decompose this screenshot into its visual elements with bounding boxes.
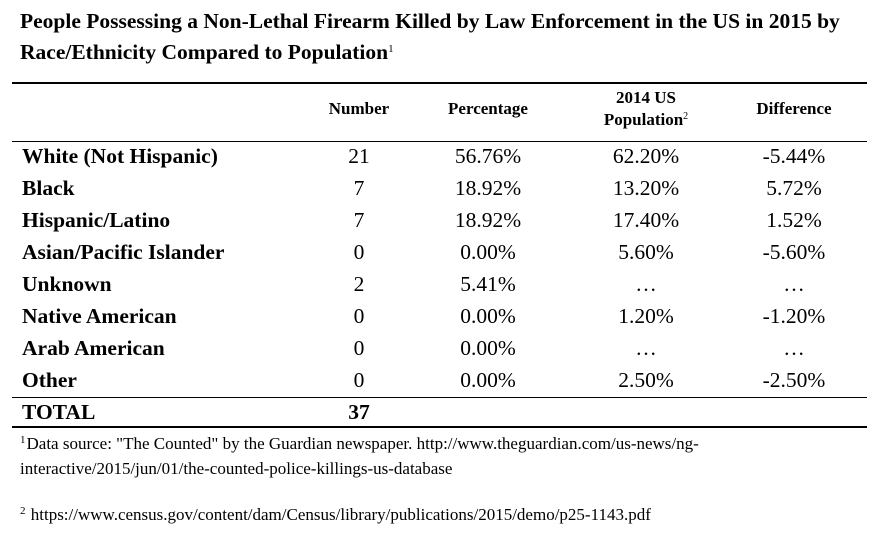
row-label: Hispanic/Latino	[22, 208, 171, 232]
row-percentage: 0.00%	[460, 336, 516, 360]
row-label: Unknown	[22, 272, 112, 296]
title-text: People Possessing a Non-Lethal Firearm K…	[20, 9, 840, 64]
row-difference: 1.52%	[766, 208, 822, 232]
table-row: Arab American 0 0.00% … …	[0, 332, 888, 364]
header-population-line2-wrap: Population2	[571, 109, 721, 131]
row-label: White (Not Hispanic)	[22, 144, 218, 168]
row-label: Native American	[22, 304, 177, 328]
row-percentage: 0.00%	[460, 240, 516, 264]
table-row: Hispanic/Latino 7 18.92% 17.40% 1.52%	[0, 204, 888, 236]
row-number: 0	[353, 304, 365, 328]
footnote-data-source: 1Data source: "The Counted" by the Guard…	[20, 431, 865, 481]
header-population-line1: 2014 US	[616, 88, 676, 107]
header-population: 2014 US Population2	[571, 87, 721, 131]
row-percentage: 56.76%	[454, 144, 522, 168]
row-population: 17.40%	[612, 208, 680, 232]
row-label: Asian/Pacific Islander	[22, 240, 225, 264]
row-difference: -2.50%	[762, 368, 826, 392]
table-title: People Possessing a Non-Lethal Firearm K…	[20, 6, 875, 68]
row-population: 62.20%	[612, 144, 680, 168]
title-footnote-marker: 1	[388, 43, 394, 55]
header-population-line2: Population	[603, 110, 684, 129]
row-label: Arab American	[22, 336, 165, 360]
row-number: 0	[353, 240, 365, 264]
table-row: Unknown 2 5.41% … …	[0, 268, 888, 300]
row-number: 0	[353, 368, 365, 392]
total-row: TOTAL 37	[0, 396, 888, 428]
total-number: 37	[348, 400, 370, 424]
row-population: 5.60%	[618, 240, 674, 264]
row-difference: 5.72%	[766, 176, 822, 200]
row-difference: -5.60%	[762, 240, 826, 264]
row-difference: -5.44%	[762, 144, 826, 168]
row-population: …	[635, 336, 657, 360]
total-rule	[12, 397, 867, 398]
header-percentage: Percentage	[448, 99, 528, 118]
row-population: 13.20%	[612, 176, 680, 200]
footnote-census-source: 2 https://www.census.gov/content/dam/Cen…	[20, 502, 865, 527]
footnote-marker: 1	[20, 434, 26, 446]
footnote-marker: 2	[20, 505, 26, 517]
table-row: Other 0 0.00% 2.50% -2.50%	[0, 364, 888, 396]
row-percentage: 5.41%	[460, 272, 516, 296]
footnote-text: Data source: "The Counted" by the Guardi…	[20, 434, 699, 478]
table-row: White (Not Hispanic) 21 56.76% 62.20% -5…	[0, 140, 888, 172]
header-difference: Difference	[756, 99, 832, 118]
header-rule	[12, 141, 867, 142]
row-number: 0	[353, 336, 365, 360]
header-population-marker: 2	[683, 111, 689, 122]
row-label: Other	[22, 368, 77, 392]
table-row: Native American 0 0.00% 1.20% -1.20%	[0, 300, 888, 332]
row-percentage: 0.00%	[460, 304, 516, 328]
table-top-rule	[12, 82, 867, 84]
footnote-text: https://www.census.gov/content/dam/Censu…	[30, 505, 651, 524]
row-population: …	[635, 272, 657, 296]
row-label: Black	[22, 176, 75, 200]
row-population: 2.50%	[618, 368, 674, 392]
row-population: 1.20%	[618, 304, 674, 328]
row-difference: …	[783, 336, 805, 360]
row-number: 2	[353, 272, 365, 296]
table-row: Black 7 18.92% 13.20% 5.72%	[0, 172, 888, 204]
row-percentage: 0.00%	[460, 368, 516, 392]
row-percentage: 18.92%	[454, 208, 522, 232]
row-number: 7	[353, 208, 365, 232]
table-row: Asian/Pacific Islander 0 0.00% 5.60% -5.…	[0, 236, 888, 268]
row-number: 7	[353, 176, 365, 200]
row-percentage: 18.92%	[454, 176, 522, 200]
header-number: Number	[328, 99, 390, 118]
table-bottom-rule	[12, 426, 867, 428]
row-difference: -1.20%	[762, 304, 826, 328]
total-label: TOTAL	[22, 400, 96, 424]
row-difference: …	[783, 272, 805, 296]
row-number: 21	[348, 144, 370, 168]
